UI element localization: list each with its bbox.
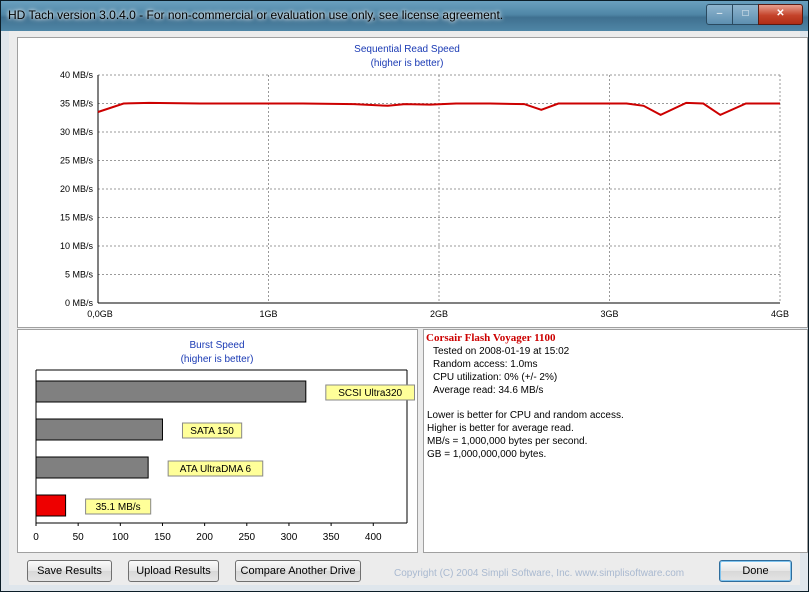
minimize-icon: – — [716, 8, 723, 19]
burst-subtitle: (higher is better) — [181, 354, 254, 365]
burst-bar-reference — [35, 380, 307, 403]
y-tick-label: 20 MB/s — [60, 184, 94, 194]
burst-label-box — [167, 460, 264, 477]
drive-info-panel: Corsair Flash Voyager 1100 Tested on 200… — [423, 329, 808, 553]
burst-x-tick-label: 250 — [238, 532, 255, 543]
note-mbps-definition: MB/s = 1,000,000 bytes per second. — [427, 436, 588, 447]
close-icon: ✕ — [776, 8, 785, 19]
note-higher-better: Higher is better for average read. — [427, 423, 574, 434]
burst-x-tick-label: 100 — [112, 532, 129, 543]
burst-bar-reference — [35, 418, 163, 441]
x-tick-label: 0,0GB — [87, 309, 113, 319]
client-area: Sequential Read Speed (higher is better)… — [9, 31, 808, 585]
y-tick-label: 5 MB/s — [65, 270, 94, 280]
burst-bar-reference — [35, 456, 149, 479]
save-results-button[interactable]: Save Results — [27, 560, 112, 582]
burst-label-box — [85, 498, 152, 515]
burst-x-tick-label: 200 — [196, 532, 213, 543]
sequential-read-chart: Sequential Read Speed (higher is better)… — [60, 44, 789, 319]
burst-bar-label: SATA 150 — [190, 426, 234, 437]
y-tick-label: 0 MB/s — [65, 298, 94, 308]
burst-label-box — [181, 422, 243, 439]
burst-x-tick-label: 300 — [281, 532, 298, 543]
burst-x-tick-label: 50 — [73, 532, 85, 543]
title-bar[interactable]: HD Tach version 3.0.4.0 - For non-commer… — [1, 1, 808, 31]
burst-bar-label: ATA UltraDMA 6 — [180, 464, 252, 475]
copyright-text: Copyright (C) 2004 Simpli Software, Inc.… — [394, 568, 685, 579]
chart-title: Sequential Read Speed — [354, 44, 460, 55]
cpu-utilization: CPU utilization: 0% (+/- 2%) — [433, 372, 558, 383]
burst-x-tick-label: 400 — [365, 532, 382, 543]
window-title: HD Tach version 3.0.4.0 - For non-commer… — [8, 8, 504, 22]
y-tick-label: 10 MB/s — [60, 241, 94, 251]
drive-name: Corsair Flash Voyager 1100 — [426, 332, 556, 344]
burst-bar-label: SCSI Ultra320 — [338, 388, 402, 399]
maximize-icon: □ — [742, 8, 749, 19]
burst-x-tick-label: 350 — [323, 532, 340, 543]
note-gb-definition: GB = 1,000,000,000 bytes. — [427, 449, 547, 460]
note-lower-better: Lower is better for CPU and random acces… — [427, 410, 624, 421]
x-tick-label: 4GB — [771, 309, 789, 319]
chart-subtitle: (higher is better) — [371, 58, 444, 69]
maximize-button[interactable]: □ — [732, 4, 759, 25]
burst-label-box — [325, 384, 416, 401]
tested-on: Tested on 2008-01-19 at 15:02 — [433, 346, 570, 357]
burst-bar-tested-drive — [35, 494, 67, 517]
done-button[interactable]: Done — [719, 560, 792, 582]
y-tick-label: 35 MB/s — [60, 99, 94, 109]
x-tick-label: 3GB — [600, 309, 618, 319]
compare-another-drive-button[interactable]: Compare Another Drive — [235, 560, 361, 582]
minimize-button[interactable]: – — [706, 4, 733, 25]
x-tick-label: 2GB — [430, 309, 448, 319]
x-tick-label: 1GB — [259, 309, 277, 319]
burst-bar-label: 35.1 MB/s — [96, 502, 141, 513]
y-tick-label: 15 MB/s — [60, 213, 94, 223]
burst-x-tick-label: 0 — [33, 532, 39, 543]
close-button[interactable]: ✕ — [758, 4, 803, 25]
y-tick-label: 40 MB/s — [60, 70, 94, 80]
burst-speed-chart: Burst Speed (higher is better) 0 50 100 150… — [33, 340, 416, 543]
y-tick-label: 30 MB/s — [60, 127, 94, 137]
random-access: Random access: 1.0ms — [433, 359, 538, 370]
burst-speed-panel: Burst Speed (higher is better) 0 50 100 150… — [17, 329, 418, 553]
upload-results-button[interactable]: Upload Results — [128, 560, 219, 582]
average-read: Average read: 34.6 MB/s — [433, 385, 544, 396]
y-tick-label: 25 MB/s — [60, 156, 94, 166]
burst-x-tick-label: 150 — [154, 532, 171, 543]
burst-title: Burst Speed — [189, 340, 244, 351]
sequential-read-panel: Sequential Read Speed (higher is better)… — [17, 37, 808, 328]
read-speed-line — [97, 101, 780, 117]
